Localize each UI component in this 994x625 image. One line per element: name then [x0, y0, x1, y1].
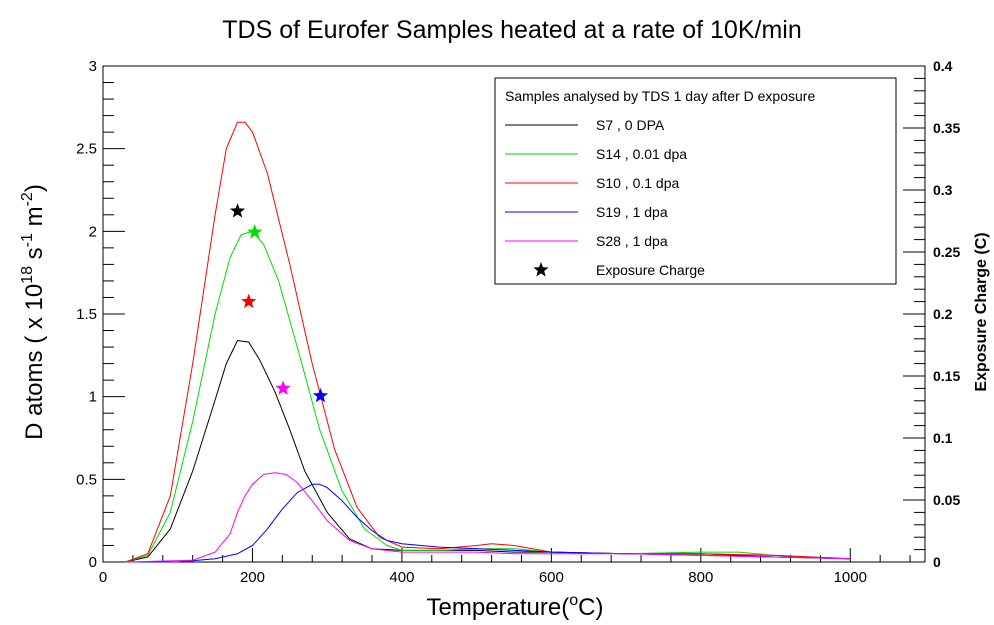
y-tick-label: 1: [89, 389, 97, 406]
y2-axis-label: Exposure Charge (C): [973, 232, 990, 391]
series-line-5: [125, 472, 851, 563]
x-tick-label: 0: [99, 569, 107, 586]
legend-label: S19 , 1 dpa: [596, 204, 668, 220]
y-tick-label: 2: [89, 223, 97, 240]
y2-tick-label: 0.25: [933, 244, 960, 260]
y-tick-label: 2.5: [76, 141, 97, 158]
legend: Samples analysed by TDS 1 day after D ex…: [494, 77, 897, 285]
y-tick-label: 0: [89, 554, 97, 571]
y-tick-label: 0.5: [76, 471, 97, 488]
legend-title: Samples analysed by TDS 1 day after D ex…: [505, 88, 815, 104]
x-tick-label: 400: [389, 569, 414, 586]
y2-tick-label: 0.05: [933, 492, 960, 508]
legend-label: Exposure Charge: [596, 262, 705, 278]
legend-box: [494, 77, 897, 285]
exposure-charge-marker: [247, 224, 263, 239]
y2-tick-label: 0: [933, 554, 941, 570]
x-axis-label: Temperature(oC): [427, 592, 604, 621]
y-tick-label: 1.5: [76, 306, 97, 323]
x-tick-label: 600: [539, 569, 564, 586]
chart-title: TDS of Eurofer Samples heated at a rate …: [222, 16, 801, 44]
series-line-1: [125, 340, 851, 563]
y-axis-label: D atoms ( x 1018 s-1 m-2): [19, 184, 48, 440]
legend-items: S7 , 0 DPA S14 , 0.01 dpa S10 , 0.1 dpa S19…: [505, 117, 705, 278]
x-tick-label: 200: [240, 569, 265, 586]
y2-tick-label: 0.4: [933, 58, 953, 74]
y-tick-label: 3: [89, 58, 97, 75]
y2-tick-label: 0.2: [933, 306, 953, 322]
series-line-4: [125, 483, 851, 563]
y2-tick-label: 0.1: [933, 430, 953, 446]
y2-tick-label: 0.15: [933, 368, 960, 384]
legend-label: S28 , 1 dpa: [596, 233, 668, 249]
legend-label: S14 , 0.01 dpa: [596, 146, 687, 162]
y2-tick-label: 0.35: [933, 120, 960, 136]
x-tick-label: 800: [688, 569, 713, 586]
exposure-charge-marker: [312, 387, 329, 403]
exposure-charge-marker: [275, 380, 291, 395]
y2-tick-label: 0.3: [933, 182, 953, 198]
legend-label: S10 , 0.1 dpa: [596, 175, 680, 191]
legend-star-swatch: [533, 262, 549, 277]
legend-label: S7 , 0 DPA: [596, 117, 665, 133]
x-tick-label: 1000: [834, 569, 867, 586]
plot-area: 0 200 400 600 800 1000 0 0.5 1 1.5 2 2.5 3 0 0.05 0.1 0.…: [76, 58, 960, 586]
exposure-charge-marker: [241, 293, 257, 309]
exposure-charge-marker: [229, 203, 246, 218]
